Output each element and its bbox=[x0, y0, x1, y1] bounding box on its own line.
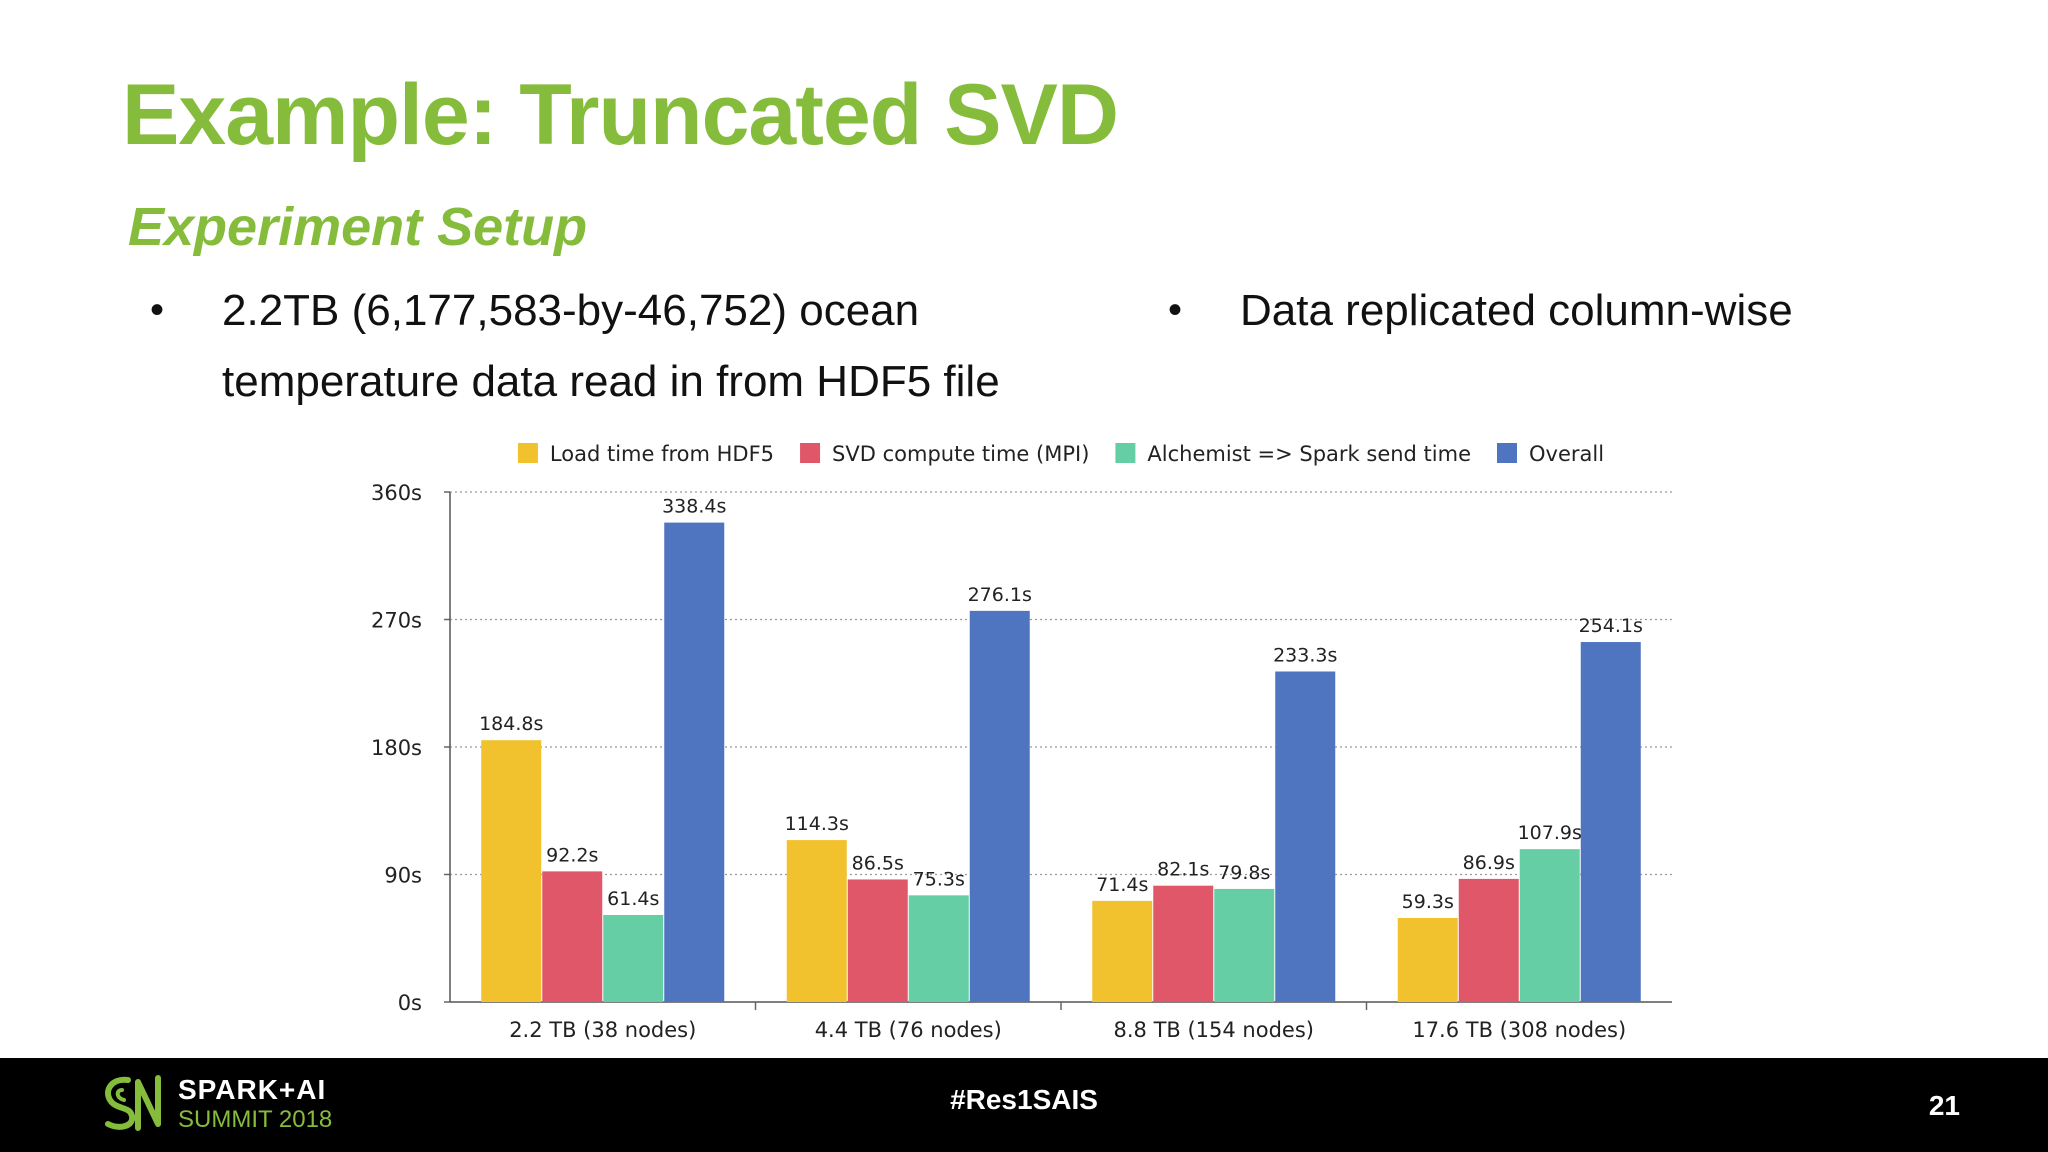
bar-alchemist-spark-send-time bbox=[908, 895, 969, 1002]
bullet-text-line: 2.2TB (6,177,583-by-46,752) ocean bbox=[222, 286, 920, 335]
bar-value-label: 107.9s bbox=[1518, 822, 1582, 844]
chart-x-tick-labels: 2.2 TB (38 nodes) 4.4 TB (76 nodes) 8.8 TB… bbox=[509, 1018, 1626, 1042]
legend-label: Alchemist => Spark send time bbox=[1147, 442, 1471, 466]
bar-value-label: 338.4s bbox=[662, 496, 726, 518]
bar-overall bbox=[664, 522, 725, 1002]
chart-bars bbox=[481, 522, 1641, 1002]
bar-svd-compute-time-mpi bbox=[542, 871, 603, 1002]
bar-load-time-from-hdf5 bbox=[481, 740, 542, 1002]
bar-overall bbox=[1275, 671, 1336, 1002]
bar-load-time-from-hdf5 bbox=[786, 840, 847, 1002]
footer-brand: SPARK+AI SUMMIT 2018 bbox=[178, 1076, 332, 1132]
bullet-item: • 2.2TB (6,177,583-by-46,752) ocean temp… bbox=[150, 275, 1050, 425]
y-tick-label: 90s bbox=[384, 864, 422, 888]
y-tick-label: 0s bbox=[398, 991, 422, 1015]
bar-value-label: 276.1s bbox=[968, 584, 1032, 606]
footer-hashtag: #Res1SAIS bbox=[950, 1084, 1098, 1115]
chart-gridlines bbox=[450, 491, 1672, 876]
bullet-marker: • bbox=[150, 288, 165, 332]
bar-svd-compute-time-mpi bbox=[847, 879, 908, 1002]
bar-overall bbox=[969, 610, 1030, 1002]
bar-value-label: 75.3s bbox=[913, 868, 965, 890]
legend-label: Load time from HDF5 bbox=[550, 442, 774, 466]
x-tick-label: 2.2 TB (38 nodes) bbox=[509, 1018, 696, 1042]
page-number: 21 bbox=[1928, 1090, 1960, 1121]
bar-value-label: 184.8s bbox=[479, 713, 543, 735]
chart-legend: Load time from HDF5 SVD compute time (MPI… bbox=[517, 442, 1604, 466]
bar-value-label: 254.1s bbox=[1579, 615, 1643, 637]
spark-ai-summit-logo-icon bbox=[105, 1075, 161, 1131]
legend-label: SVD compute time (MPI) bbox=[832, 442, 1089, 466]
bar-value-label: 71.4s bbox=[1096, 874, 1148, 896]
bar-load-time-from-hdf5 bbox=[1397, 917, 1458, 1002]
bar-value-label: 79.8s bbox=[1218, 862, 1270, 884]
bar-svd-compute-time-mpi bbox=[1458, 878, 1519, 1002]
bar-load-time-from-hdf5 bbox=[1092, 900, 1153, 1002]
bar-value-label: 61.4s bbox=[607, 888, 659, 910]
bar-alchemist-spark-send-time bbox=[1519, 849, 1580, 1002]
bullet-marker: • bbox=[1168, 288, 1183, 332]
bar-value-label: 86.9s bbox=[1463, 852, 1515, 874]
footer-brand-name: SPARK+AI bbox=[178, 1074, 327, 1105]
legend-swatch bbox=[1497, 443, 1518, 463]
slide-title: Example: Truncated SVD bbox=[122, 67, 1119, 163]
legend-label: Overall bbox=[1529, 442, 1604, 466]
x-tick-label: 17.6 TB (308 nodes) bbox=[1412, 1018, 1626, 1042]
bar-alchemist-spark-send-time bbox=[603, 915, 664, 1002]
x-tick-label: 4.4 TB (76 nodes) bbox=[815, 1018, 1002, 1042]
slide-footer: SPARK+AI SUMMIT 2018 #Res1SAIS 21 bbox=[0, 1058, 2048, 1152]
bar-alchemist-spark-send-time bbox=[1214, 888, 1275, 1002]
bar-value-label: 233.3s bbox=[1273, 644, 1337, 666]
legend-swatch bbox=[517, 443, 538, 463]
bullet-item: • Data replicated column-wise bbox=[1168, 275, 1968, 355]
y-tick-label: 270s bbox=[371, 609, 422, 633]
legend-swatch bbox=[800, 443, 821, 463]
y-tick-label: 360s bbox=[371, 481, 422, 505]
footer-brand-event: SUMMIT 2018 bbox=[178, 1106, 333, 1133]
bullet-text-line: temperature data read in from HDF5 file bbox=[222, 357, 1000, 406]
bar-value-label: 82.1s bbox=[1157, 859, 1209, 881]
bar-value-label: 59.3s bbox=[1402, 891, 1454, 913]
slide-subtitle: Experiment Setup bbox=[128, 197, 588, 257]
bar-svd-compute-time-mpi bbox=[1153, 885, 1214, 1002]
bar-value-label: 86.5s bbox=[852, 852, 904, 874]
bar-value-label: 92.2s bbox=[546, 844, 598, 866]
bullet-text-line: Data replicated column-wise bbox=[1240, 286, 1793, 335]
bar-value-label: 114.3s bbox=[785, 813, 849, 835]
bar-chart: Load time from HDF5 SVD compute time (MPI… bbox=[371, 442, 1672, 1042]
x-tick-label: 8.8 TB (154 nodes) bbox=[1114, 1018, 1314, 1042]
legend-swatch bbox=[1115, 443, 1136, 463]
bar-overall bbox=[1580, 642, 1641, 1002]
y-tick-label: 180s bbox=[371, 736, 422, 760]
